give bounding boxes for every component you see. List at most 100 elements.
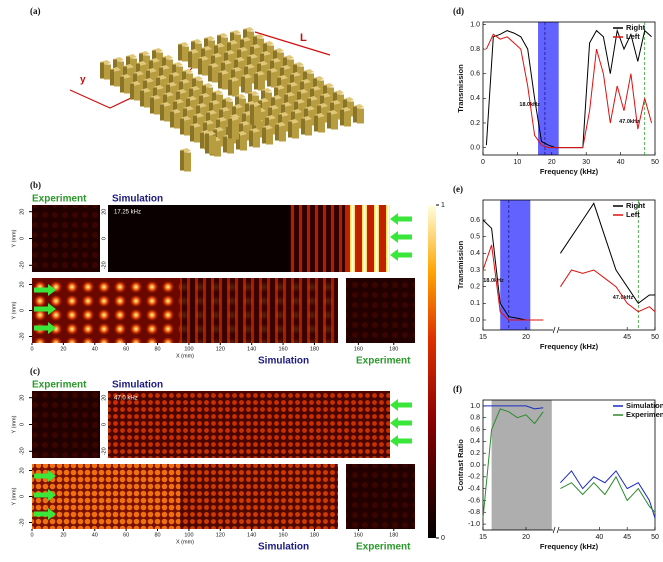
pillar (164, 107, 171, 122)
page: {"panel_a":{"label":"(a)","y_axis":"y","… (0, 0, 663, 562)
pillar (202, 61, 209, 76)
pillar (218, 73, 222, 89)
x-tick-label: 60 (123, 532, 129, 538)
band (492, 400, 552, 530)
pillar (227, 139, 234, 154)
panel-label: (d) (453, 6, 464, 16)
pillar (184, 121, 191, 136)
panel-label: (c) (30, 366, 40, 376)
colorbar-label: 0 (441, 535, 445, 542)
pillar (232, 82, 239, 97)
y-tick-label: 0 (19, 495, 25, 498)
pillar (124, 79, 131, 94)
pillar (154, 100, 161, 115)
pillar (222, 75, 229, 90)
pillar (271, 73, 278, 88)
frequency-label: 47.0 kHz (114, 396, 138, 402)
pillar (327, 113, 331, 129)
pillar (205, 134, 209, 154)
pillar (228, 119, 232, 139)
x-tick-label: 40 (617, 159, 625, 166)
y-tick-label: 0.8 (470, 46, 480, 53)
x-tick-label: 140 (247, 346, 256, 352)
heatmap (180, 278, 338, 343)
heatmap (180, 464, 338, 529)
pillar (188, 52, 192, 68)
pillar (254, 107, 261, 126)
legend-label: Right (626, 201, 646, 210)
x-tick-label: 50 (651, 534, 659, 541)
series-line (486, 34, 651, 147)
y-tick-label: -20 (101, 447, 107, 455)
x-label: Frequency (kHz) (540, 167, 599, 176)
pillar (100, 63, 104, 79)
x-tick-label: 0 (30, 532, 33, 538)
y-tick-label: 20 (19, 395, 25, 401)
x-tick-label: 80 (154, 532, 160, 538)
y-label: Contrast Ratio (456, 439, 465, 491)
y-tick-label: -0.2 (468, 474, 480, 481)
x-tick-label: 50 (651, 334, 659, 341)
x-tick-label: 0 (30, 346, 33, 352)
x-tick-label: 120 (216, 532, 225, 538)
y-tick-label: 0 (19, 237, 25, 240)
x-tick-label: 160 (278, 532, 287, 538)
x-tick-label: 80 (154, 346, 160, 352)
pillar (134, 86, 141, 101)
arrow (390, 435, 412, 447)
x-tick-label: 160 (354, 532, 363, 538)
y-tick-label: 0.6 (470, 71, 480, 78)
x-tick-label: 15 (479, 534, 487, 541)
pillar (120, 77, 124, 93)
y-tick-label: 20 (19, 467, 25, 473)
simulation-label: Simulation (112, 194, 163, 205)
x-tick-label: 60 (123, 346, 129, 352)
x-tick-label: 140 (247, 532, 256, 538)
legend-label: Right (626, 23, 646, 32)
experiment-label: Experiment (32, 380, 87, 391)
heatmap (346, 278, 415, 343)
y-tick-label: 20 (101, 209, 107, 215)
pillar (192, 54, 199, 69)
x-label: X (mm) (176, 353, 194, 359)
y-tick-label: 0.2 (470, 450, 480, 457)
arrow (390, 249, 412, 261)
x-label: Frequency (kHz) (540, 342, 599, 351)
y-tick-label: 0.6 (470, 217, 480, 224)
y-label: Y (mm) (11, 301, 17, 319)
simulation-label: Simulation (258, 542, 309, 553)
y-tick-label: 0 (19, 309, 25, 312)
pillar (253, 133, 260, 148)
pillar (180, 151, 184, 171)
y-tick-label: 0 (101, 237, 107, 240)
y-tick-label: 20 (101, 395, 107, 401)
pillar (150, 98, 154, 114)
pillar (223, 137, 227, 153)
pillar (182, 47, 189, 62)
pillar (254, 74, 258, 90)
x-label: Frequency (kHz) (540, 542, 599, 551)
y-tick-label: -1.0 (468, 521, 480, 528)
experiment-label: Experiment (32, 194, 87, 205)
y-tick-label: 0.1 (470, 300, 480, 307)
panel-label: (b) (30, 180, 41, 190)
pillar (344, 112, 351, 127)
heatmap (32, 391, 100, 458)
panel-label: (e) (453, 184, 463, 194)
pillar (301, 119, 305, 135)
heatmap (290, 205, 345, 272)
legend-label: Left (626, 210, 640, 219)
pillar (318, 118, 325, 133)
y-tick-label: -0.6 (468, 497, 480, 504)
pillar (200, 133, 204, 149)
x-tick-label: 180 (310, 346, 319, 352)
x-tick-label: 40 (92, 346, 98, 352)
pillar (104, 65, 111, 80)
pillar (266, 130, 273, 145)
pillar (110, 70, 114, 86)
x-tick-label: 180 (389, 532, 398, 538)
x-tick-label: 15 (479, 334, 487, 341)
x-tick-label: 20 (522, 334, 530, 341)
panel-label: (a) (30, 6, 41, 16)
x-tick-label: 20 (60, 532, 66, 538)
